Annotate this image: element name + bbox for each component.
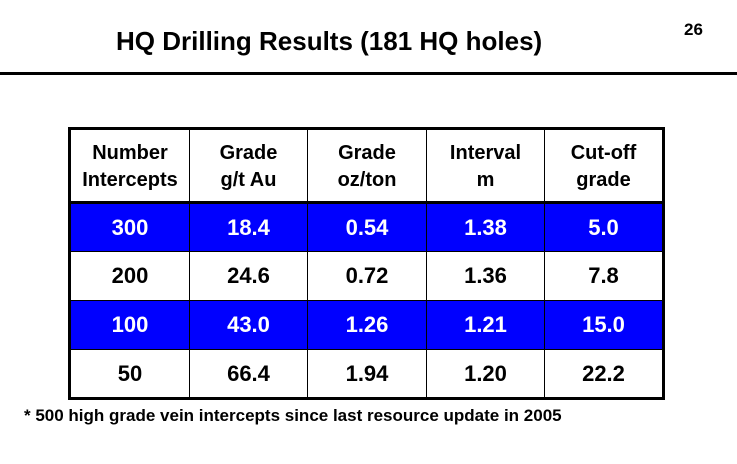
- column-header-number-intercepts: Number Intercepts: [69, 128, 190, 203]
- table-cell: 43.0: [189, 300, 308, 350]
- table-cell: 1.21: [426, 300, 545, 350]
- table-cell: 18.4: [189, 202, 308, 252]
- table-cell: 300: [69, 202, 190, 252]
- header-line: Number: [92, 141, 168, 164]
- table-cell: 1.36: [426, 251, 545, 301]
- table-cell: 0.54: [307, 202, 427, 252]
- header-line: Cut-off: [570, 141, 637, 164]
- table-cell: 22.2: [544, 349, 664, 399]
- table-cell: 0.72: [307, 251, 427, 301]
- table-cell: 200: [69, 251, 190, 301]
- table-row: 200 24.6 0.72 1.36 7.8: [69, 251, 664, 301]
- drilling-results-table: Number Intercepts Grade g/t Au Grade oz/…: [68, 127, 665, 400]
- table-cell: 24.6: [189, 251, 308, 301]
- table-cell: 66.4: [189, 349, 308, 399]
- header-line: Intercepts: [82, 168, 178, 191]
- table-cell: 5.0: [544, 202, 664, 252]
- table-cell: 100: [69, 300, 190, 350]
- header-line: g/t Au: [220, 168, 277, 191]
- column-header-grade-oz: Grade oz/ton: [307, 128, 427, 203]
- table-cell: 15.0: [544, 300, 664, 350]
- table-cell: 50: [69, 349, 190, 399]
- header-line: grade: [576, 168, 631, 191]
- table-row: 100 43.0 1.26 1.21 15.0: [69, 300, 664, 350]
- header-line: Interval: [449, 141, 522, 164]
- table-cell: 1.38: [426, 202, 545, 252]
- table-row: 50 66.4 1.94 1.20 22.2: [69, 349, 664, 399]
- table-cell: 1.20: [426, 349, 545, 399]
- table-cell: 1.94: [307, 349, 427, 399]
- page-number: 26: [684, 20, 703, 39]
- title-divider: [0, 72, 737, 75]
- header-line: Grade: [338, 141, 396, 164]
- header-line: oz/ton: [337, 168, 397, 191]
- column-header-grade-gt: Grade g/t Au: [189, 128, 308, 203]
- column-header-cutoff: Cut-off grade: [544, 128, 664, 203]
- slide-title: HQ Drilling Results (181 HQ holes): [116, 26, 543, 56]
- header-line: m: [476, 168, 495, 191]
- table-header-row: Number Intercepts Grade g/t Au Grade oz/…: [69, 128, 664, 203]
- header-line: Grade: [219, 141, 278, 164]
- column-header-interval: Interval m: [426, 128, 545, 203]
- table-row: 300 18.4 0.54 1.38 5.0: [69, 202, 664, 252]
- footnote: * 500 high grade vein intercepts since l…: [24, 406, 562, 425]
- table-cell: 7.8: [544, 251, 664, 301]
- table-cell: 1.26: [307, 300, 427, 350]
